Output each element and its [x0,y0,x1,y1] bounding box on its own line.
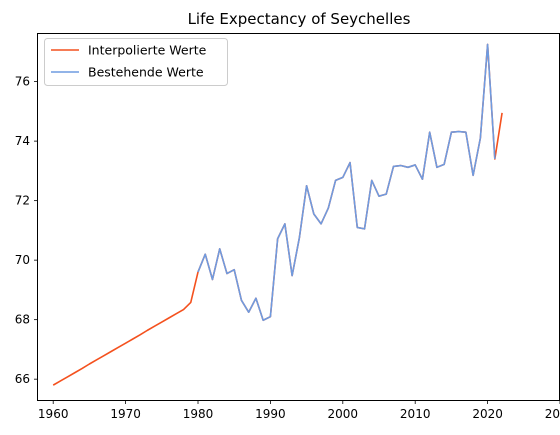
x-tick-label: 1990 [255,407,286,421]
axes-frame [37,33,560,401]
y-tick-label: 68 [15,313,30,327]
x-tick-label: 2000 [328,407,359,421]
x-tick-label: 2010 [400,407,431,421]
y-tick-label: 76 [15,75,30,89]
y-tick-label: 72 [15,194,30,208]
y-tick-label: 74 [15,134,30,148]
legend: Interpolierte Werte Bestehende Werte [44,38,228,86]
chart-title: Life Expectancy of Seychelles [188,10,411,28]
y-tick-label: 66 [15,372,30,386]
x-tick-label: 1960 [38,407,69,421]
legend-box [44,38,228,86]
legend-label-interpolated: Interpolierte Werte [88,43,207,58]
x-tick-label: 1970 [110,407,141,421]
x-tick-label: 2030 [545,407,560,421]
axis-ticks: 1960 1970 1980 1990 2000 2010 2020 2030 66 68 70 72… [15,75,560,421]
x-tick-label: 2020 [472,407,503,421]
series-line-interpolated [52,43,503,386]
legend-label-existing: Bestehende Werte [88,65,204,80]
plot-area [52,43,503,386]
y-tick-label: 70 [15,253,30,267]
x-tick-label: 1980 [183,407,214,421]
series-line-existing [197,43,496,322]
